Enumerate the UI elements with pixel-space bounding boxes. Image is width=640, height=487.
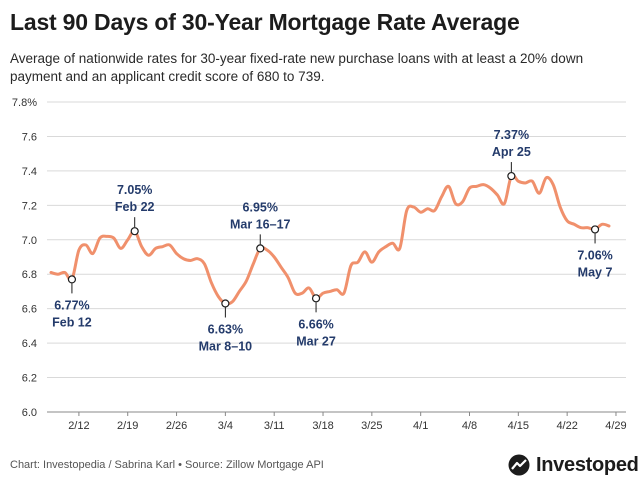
- annotation-date: May 7: [578, 265, 613, 279]
- annotation-point: [311, 294, 321, 303]
- annotation-value: 7.05%: [117, 183, 152, 197]
- x-tick-label: 4/29: [605, 420, 626, 432]
- chart-subtitle: Average of nationwide rates for 30-year …: [10, 51, 584, 84]
- annotation-date: Mar 8–10: [199, 340, 253, 354]
- gridlines: [47, 101, 626, 413]
- annotation-point: [67, 275, 77, 284]
- series-layer: [49, 173, 611, 306]
- x-axis: 2/12 2/19 2/26 3/4 3/11 3/18 3/25 4/1 4/8 4/15 4/2…: [68, 412, 627, 432]
- annotation-value: 6.95%: [243, 200, 278, 214]
- brand-logo: Investopedia: [508, 450, 640, 480]
- y-tick-label: 7.6: [22, 131, 37, 143]
- annotation-point: [590, 225, 600, 234]
- annotation-point: [256, 244, 265, 253]
- x-tick-label: 4/8: [462, 420, 477, 432]
- y-tick-label: 6.0: [22, 407, 37, 419]
- y-tick-label: 7.8%: [12, 97, 37, 109]
- y-tick-label: 7.0: [22, 235, 37, 247]
- x-tick-label: 3/11: [264, 420, 285, 432]
- annotation-date: Feb 22: [115, 200, 155, 214]
- x-tick-label: 2/26: [166, 420, 187, 432]
- annotation-value: 7.06%: [577, 248, 612, 262]
- annotation-point: [221, 299, 230, 308]
- x-tick-label: 4/22: [556, 420, 577, 432]
- chart-title: Last 90 Days of 30-Year Mortgage Rate Av…: [10, 9, 520, 35]
- annotation-point: [130, 227, 139, 236]
- x-tick-label: 2/19: [117, 420, 138, 432]
- y-tick-label: 6.8: [22, 269, 37, 281]
- x-tick-label: 4/15: [508, 420, 529, 432]
- annotation-date: Mar 27: [296, 334, 336, 348]
- annotation-value: 7.37%: [494, 128, 529, 142]
- x-tick-label: 3/4: [218, 420, 233, 432]
- brand-name: Investopedia: [536, 453, 640, 476]
- investopedia-logo-icon: [508, 454, 530, 476]
- y-axis: 6.0 6.2 6.4 6.6 6.8 7.0 7.2 7.4 7.6 7.8%: [12, 97, 37, 419]
- y-tick-label: 7.2: [22, 200, 37, 212]
- y-tick-label: 6.6: [22, 304, 37, 316]
- y-tick-label: 6.2: [22, 373, 37, 385]
- annotation-value: 6.66%: [298, 317, 333, 331]
- annotation-date: Mar 16–17: [230, 217, 291, 231]
- y-tick-label: 7.4: [22, 166, 37, 178]
- annotation-point: [507, 171, 516, 181]
- x-tick-label: 2/12: [68, 420, 89, 432]
- annotation-date: Feb 12: [52, 315, 92, 329]
- series-line: [49, 173, 611, 306]
- chart-footer: Chart: Investopedia / Sabrina Karl • Sou…: [10, 459, 324, 471]
- y-tick-label: 6.4: [22, 338, 37, 350]
- x-tick-label: 3/18: [312, 420, 333, 432]
- x-tick-label: 4/1: [413, 420, 428, 432]
- annotation-date: Apr 25: [492, 145, 531, 159]
- annotation-value: 6.63%: [208, 323, 243, 337]
- annotations: 6.77% Feb 12 7.05% Feb 22 6.63% Mar 8–10 6.95%…: [52, 128, 613, 353]
- x-tick-label: 3/25: [361, 420, 382, 432]
- annotation-value: 6.77%: [54, 298, 89, 312]
